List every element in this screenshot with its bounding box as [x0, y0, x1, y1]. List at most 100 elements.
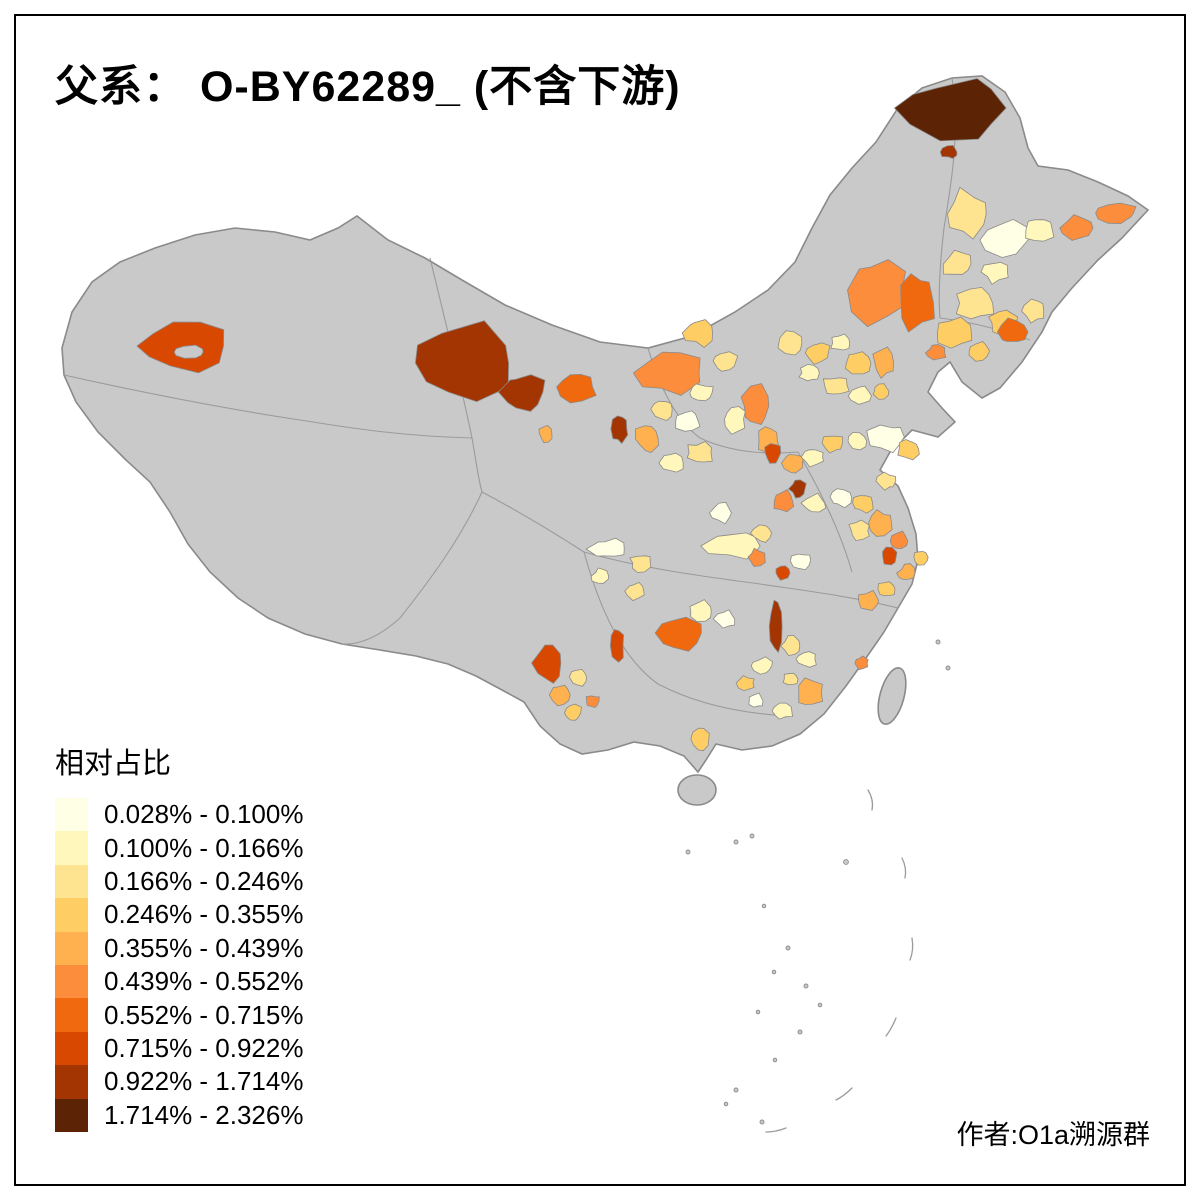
- legend-row: 0.922% - 1.714%: [55, 1065, 304, 1099]
- map-region: [708, 501, 732, 525]
- map-region: [531, 644, 562, 684]
- map-region: [900, 273, 935, 333]
- map-region: [872, 383, 890, 400]
- map-region: [829, 488, 852, 509]
- map-region: [1059, 214, 1094, 241]
- map-region: [568, 668, 588, 687]
- map-region: [968, 341, 991, 362]
- map-region: [686, 441, 713, 463]
- map-region: [735, 675, 755, 692]
- map-region: [548, 684, 571, 707]
- map-region: [590, 567, 610, 584]
- map-region: [748, 692, 764, 708]
- map-region: [690, 727, 710, 752]
- map-region: [882, 546, 898, 566]
- legend-swatch: [55, 931, 88, 965]
- map-region: [830, 333, 851, 351]
- hainan-island-shape: [677, 774, 717, 806]
- map-region: [689, 599, 712, 623]
- legend-row: 0.028% - 0.100%: [55, 798, 304, 832]
- map-region: [681, 319, 714, 349]
- map-region: [634, 425, 660, 453]
- map-region: [852, 495, 874, 514]
- map-region: [939, 144, 958, 159]
- legend-label: 0.922% - 1.714%: [104, 1066, 304, 1097]
- taiwan-island-shape: [877, 667, 907, 725]
- map-region: [896, 563, 916, 580]
- map-region: [632, 351, 701, 396]
- author-credit: 作者:O1a溯源群: [956, 1120, 1150, 1150]
- legend-label: 0.166% - 0.246%: [104, 865, 304, 896]
- map-region: [764, 443, 782, 464]
- china-mainland-shape: [61, 75, 1150, 774]
- map-region: [936, 316, 973, 349]
- map-region: [1021, 298, 1045, 324]
- map-region: [848, 519, 870, 542]
- legend-row: 0.439% - 0.552%: [55, 964, 303, 999]
- legend-label: 0.715% - 0.922%: [104, 1032, 304, 1063]
- map-region: [980, 261, 1009, 285]
- map-region: [798, 364, 820, 382]
- map-region: [955, 286, 995, 320]
- map-region: [942, 249, 972, 275]
- map-region: [585, 695, 600, 708]
- map-region: [847, 259, 906, 328]
- legend-label: 0.246% - 0.355%: [104, 899, 304, 930]
- map-region: [844, 351, 872, 375]
- map-region: [724, 406, 746, 435]
- map-region: [800, 492, 827, 513]
- map-region: [780, 634, 801, 657]
- map-region: [689, 383, 714, 402]
- map-region: [654, 616, 702, 652]
- map-region: [866, 424, 905, 454]
- choropleth-regions-layer: [136, 78, 1137, 752]
- legend-swatch: [55, 864, 88, 899]
- map-region: [740, 383, 770, 425]
- map-region: [877, 581, 896, 597]
- map-region: [897, 439, 920, 461]
- legend-row: 0.355% - 0.439%: [55, 931, 303, 965]
- legend-label: 0.100% - 0.166%: [104, 832, 304, 863]
- legend-row: 1.714% - 2.326%: [55, 1098, 304, 1132]
- map-region: [624, 582, 645, 602]
- map-region: [782, 672, 799, 686]
- map-region: [610, 415, 629, 445]
- map-region: [800, 449, 825, 468]
- map-region: [795, 651, 817, 668]
- legend-row: 0.166% - 0.246%: [55, 864, 304, 899]
- map-region: [585, 537, 625, 557]
- map-region: [497, 374, 546, 412]
- map-region: [771, 702, 793, 720]
- map-region: [777, 330, 803, 356]
- map-region: [821, 435, 843, 454]
- legend-label: 1.714% - 2.326%: [104, 1099, 304, 1130]
- map-region: [658, 452, 684, 473]
- map-region: [822, 377, 850, 395]
- map-region: [768, 599, 783, 654]
- legend: 相对占比 0.028% - 0.100% 0.100% - 0.166% 0.166…: [55, 740, 303, 1132]
- map-region: [414, 320, 510, 403]
- map-region: [787, 479, 807, 499]
- legend-swatch: [55, 898, 88, 932]
- legend-row: 0.715% - 0.922%: [55, 1031, 304, 1066]
- legend-row: 0.100% - 0.166%: [55, 831, 304, 865]
- legend-title: 相对占比: [55, 748, 172, 780]
- legend-swatch: [55, 964, 88, 999]
- legend-swatch: [55, 798, 88, 832]
- map-region: [650, 400, 673, 422]
- legend-swatch: [55, 1098, 88, 1132]
- map-region: [893, 78, 1007, 142]
- map-region: [747, 547, 766, 567]
- map-region: [712, 609, 736, 629]
- map-region: [609, 629, 625, 663]
- legend-row: 0.246% - 0.355%: [55, 898, 304, 932]
- map-region: [749, 524, 773, 543]
- map-region: [924, 344, 947, 361]
- map-region: [781, 454, 804, 474]
- map-region: [913, 551, 929, 566]
- legend-label: 0.028% - 0.100%: [104, 799, 304, 830]
- map-region: [556, 373, 597, 404]
- map-region: [858, 589, 880, 611]
- map-region: [868, 509, 893, 537]
